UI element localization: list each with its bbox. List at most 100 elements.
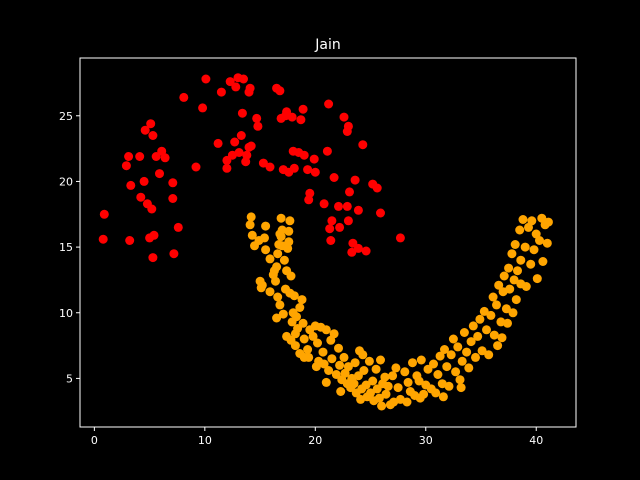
data-point: [535, 236, 544, 245]
data-point: [468, 321, 478, 331]
data-point: [284, 237, 294, 247]
data-point: [234, 148, 244, 157]
data-point: [516, 255, 526, 265]
data-point: [515, 225, 525, 235]
data-point: [509, 275, 519, 285]
data-point: [446, 350, 456, 360]
data-point: [191, 162, 201, 172]
data-point: [327, 216, 337, 226]
data-point: [511, 295, 521, 305]
data-point: [451, 367, 461, 377]
data-point: [147, 204, 157, 214]
data-point: [239, 74, 248, 84]
data-point: [529, 245, 539, 255]
data-point: [492, 300, 501, 310]
x-tick-label: 30: [419, 434, 433, 447]
data-point: [520, 242, 530, 252]
data-point: [222, 163, 232, 173]
data-point: [253, 121, 263, 131]
data-point: [356, 394, 366, 404]
data-point: [431, 388, 441, 398]
data-point: [136, 192, 146, 202]
data-point: [501, 304, 511, 314]
data-point: [99, 209, 109, 219]
data-point: [324, 99, 334, 109]
data-point: [339, 352, 349, 362]
x-tick-label: 0: [91, 434, 98, 447]
data-point: [179, 92, 189, 102]
data-point: [289, 163, 299, 173]
y-tick-label: 25: [59, 110, 73, 123]
data-point: [287, 112, 297, 122]
data-point: [361, 380, 371, 390]
data-points: [98, 73, 553, 411]
data-point: [516, 279, 526, 289]
data-point: [303, 165, 313, 175]
data-point: [258, 158, 268, 168]
data-point: [148, 253, 158, 263]
x-tick-label: 10: [198, 434, 212, 447]
data-point: [246, 212, 256, 222]
data-point: [225, 77, 235, 87]
data-point: [342, 201, 352, 211]
data-point: [98, 234, 108, 244]
data-point: [503, 318, 512, 328]
data-point: [305, 188, 315, 198]
data-point: [334, 343, 343, 353]
data-point: [400, 367, 410, 377]
data-point: [303, 345, 313, 354]
data-point: [124, 152, 134, 161]
data-point: [252, 113, 262, 123]
y-tick-label: 5: [66, 372, 73, 385]
data-point: [510, 240, 520, 249]
data-point: [242, 150, 252, 160]
data-point: [198, 103, 208, 113]
data-point: [395, 233, 405, 243]
data-point: [321, 325, 331, 335]
data-point: [135, 152, 145, 161]
data-point: [329, 173, 339, 182]
data-point: [336, 387, 346, 396]
data-point: [265, 254, 275, 264]
data-point: [464, 363, 474, 373]
data-point: [247, 230, 257, 240]
data-point: [140, 125, 150, 135]
data-point: [277, 225, 287, 235]
data-point: [433, 370, 443, 379]
data-point: [444, 381, 454, 391]
data-point: [513, 266, 522, 276]
data-point: [325, 224, 335, 234]
x-tick-label: 40: [529, 434, 543, 447]
data-point: [368, 376, 378, 386]
data-point: [484, 350, 494, 360]
data-point: [453, 342, 463, 352]
data-point: [542, 238, 552, 248]
data-point: [456, 383, 466, 393]
data-point: [290, 341, 300, 351]
data-point: [279, 255, 289, 265]
data-point: [216, 87, 226, 97]
data-point: [245, 220, 255, 230]
data-point: [466, 337, 476, 347]
data-point: [388, 371, 398, 381]
data-point: [475, 314, 485, 324]
data-point: [319, 359, 329, 369]
chart-title: Jain: [314, 37, 340, 53]
data-point: [507, 249, 517, 259]
data-point: [313, 338, 322, 348]
plot-frame: [79, 57, 577, 428]
data-point: [371, 364, 381, 374]
data-point: [149, 230, 159, 240]
data-point: [265, 287, 275, 297]
data-point: [326, 236, 336, 245]
data-point: [508, 308, 518, 318]
data-point: [438, 392, 448, 402]
data-point: [358, 140, 368, 150]
data-point: [493, 341, 503, 351]
data-point: [414, 376, 424, 386]
data-point: [278, 309, 288, 319]
data-point: [349, 379, 359, 389]
data-point: [402, 397, 412, 407]
data-point: [290, 329, 300, 339]
